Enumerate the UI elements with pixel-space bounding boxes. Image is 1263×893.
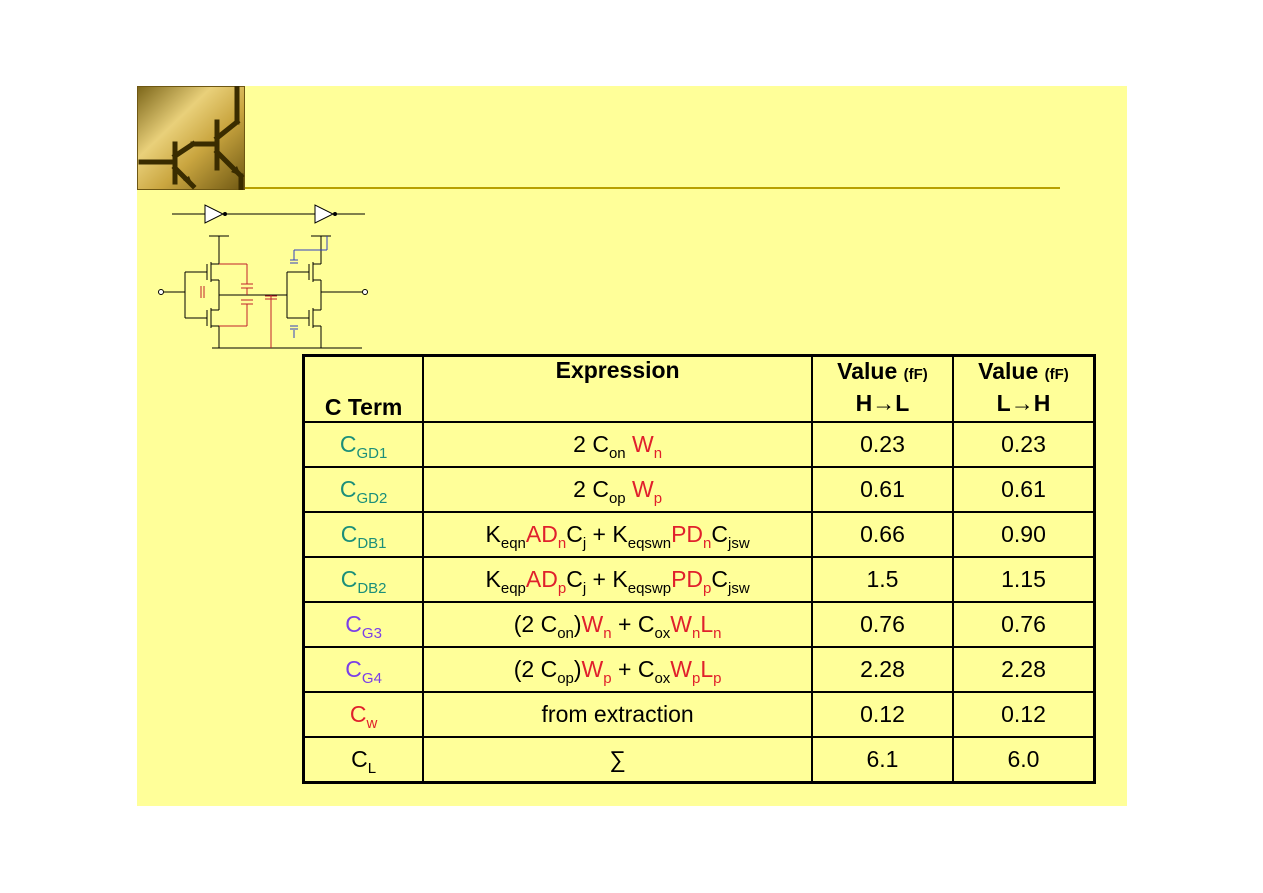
value-lh-cell: 0.90 [951,511,1096,558]
term-cell: CGD2 [302,466,425,513]
value-lh-cell: 0.12 [951,691,1096,738]
expression-cell: (2 Cop)Wp + CoxWpLp [422,646,813,693]
table-row: CG3 (2 Con)Wn + CoxWnLn 0.76 0.76 [302,601,1096,648]
term-cell: CG3 [302,601,425,648]
value-lh-cell: 1.15 [951,556,1096,603]
value-hl-cell: 2.28 [810,646,954,693]
capacitance-table: C Term Expression Value (fF) H→L Value (… [302,354,1096,784]
header-value-hl: Value (fF) H→L [810,354,954,423]
header-c-term: C Term [302,354,425,423]
expression-cell: ∑ [422,736,813,784]
table-row: CL ∑ 6.1 6.0 [302,736,1096,784]
term-cell: CL [302,736,425,784]
table-row: CDB2 KeqpADpCj + KeqswpPDpCjsw 1.5 1.15 [302,556,1096,603]
term-cell: Cw [302,691,425,738]
title-rule [245,187,1060,189]
term-cell: CGD1 [302,421,425,468]
value-lh-cell: 2.28 [951,646,1096,693]
table-row: CDB1 KeqnADnCj + KeqswnPDnCjsw 0.66 0.90 [302,511,1096,558]
transistor-logo-icon [137,86,245,190]
header-value-lh: Value (fF) L→H [951,354,1096,423]
slide: C Term Expression Value (fF) H→L Value (… [137,86,1127,806]
value-lh-cell: 0.61 [951,466,1096,513]
table-row: CGD2 2 Cop Wp 0.61 0.61 [302,466,1096,513]
expression-cell: (2 Con)Wn + CoxWnLn [422,601,813,648]
table-row: CGD1 2 Con Wn 0.23 0.23 [302,421,1096,468]
expression-cell: from extraction [422,691,813,738]
table-header-row: C Term Expression Value (fF) H→L Value (… [302,354,1096,423]
table-row: CG4 (2 Cop)Wp + CoxWpLp 2.28 2.28 [302,646,1096,693]
value-hl-cell: 1.5 [810,556,954,603]
value-hl-cell: 6.1 [810,736,954,784]
expression-cell: KeqnADnCj + KeqswnPDnCjsw [422,511,813,558]
value-lh-cell: 0.76 [951,601,1096,648]
term-cell: CG4 [302,646,425,693]
value-lh-cell: 6.0 [951,736,1096,784]
value-hl-cell: 0.66 [810,511,954,558]
expression-cell: 2 Cop Wp [422,466,813,513]
value-hl-cell: 0.61 [810,466,954,513]
expression-cell: KeqpADpCj + KeqswpPDpCjsw [422,556,813,603]
value-hl-cell: 0.76 [810,601,954,648]
header-expression: Expression [422,354,813,423]
term-cell: CDB2 [302,556,425,603]
term-cell: CDB1 [302,511,425,558]
expression-cell: 2 Con Wn [422,421,813,468]
table-row: Cw from extraction 0.12 0.12 [302,691,1096,738]
inverter-chain-schematic-icon [158,204,368,349]
value-lh-cell: 0.23 [951,421,1096,468]
value-hl-cell: 0.23 [810,421,954,468]
value-hl-cell: 0.12 [810,691,954,738]
